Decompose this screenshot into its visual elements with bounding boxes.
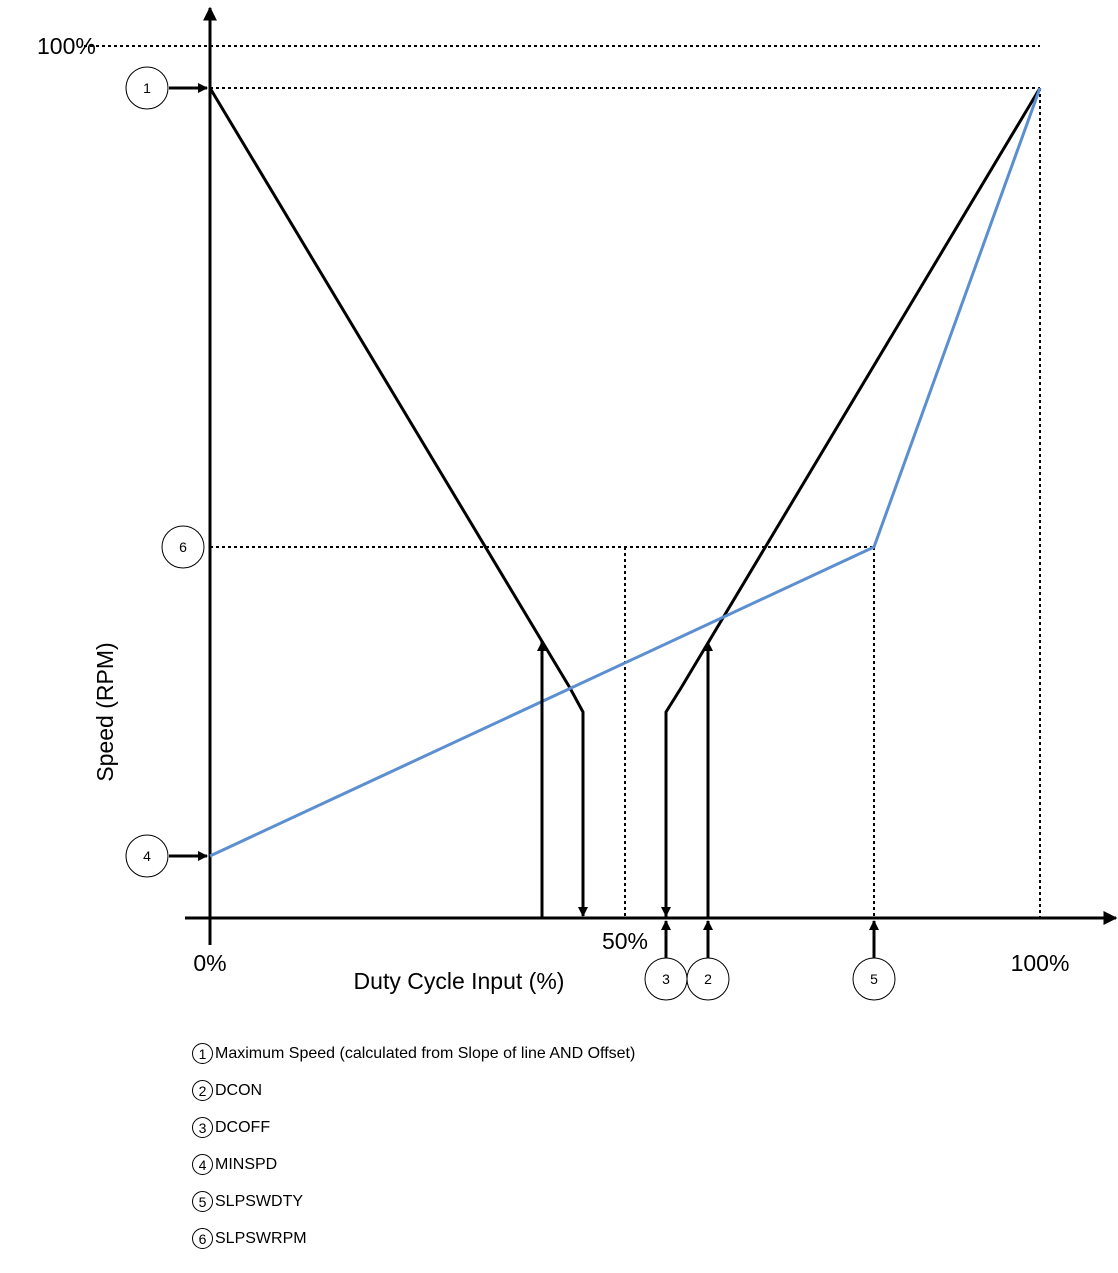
svg-text:6: 6	[179, 539, 187, 555]
x-tick-full: 100%	[1011, 950, 1070, 976]
legend-number: 4	[192, 1154, 213, 1175]
legend: 1 Maximum Speed (calculated from Slope o…	[192, 1035, 635, 1257]
marker-4: 4	[125, 834, 169, 878]
x-axis-label: Duty Cycle Input (%)	[354, 968, 565, 994]
legend-number: 1	[192, 1043, 213, 1064]
y-axis-label: Speed (RPM)	[92, 642, 118, 781]
x-tick-half: 50%	[602, 928, 648, 954]
x-tick-zero: 0%	[193, 950, 226, 976]
y-top-label: 100%	[37, 33, 96, 59]
legend-text: DCON	[215, 1081, 263, 1099]
legend-text: MINSPD	[215, 1155, 278, 1173]
marker-3: 3	[644, 957, 688, 1001]
legend-text: Maximum Speed (calculated from Slope of …	[215, 1044, 636, 1062]
marker-2: 2	[686, 957, 730, 1001]
marker-5: 5	[852, 957, 896, 1001]
legend-number: 3	[192, 1117, 213, 1138]
legend-item: 6 SLPSWRPM	[192, 1220, 635, 1257]
legend-number: 2	[192, 1080, 213, 1101]
svg-text:3: 3	[662, 971, 670, 987]
legend-item: 1 Maximum Speed (calculated from Slope o…	[192, 1035, 635, 1072]
legend-item: 4 MINSPD	[192, 1146, 635, 1183]
svg-text:1: 1	[143, 80, 151, 96]
marker-1: 1	[125, 66, 169, 110]
svg-text:2: 2	[704, 971, 712, 987]
legend-text: DCOFF	[215, 1118, 271, 1136]
legend-number: 6	[192, 1228, 213, 1249]
legend-item: 3 DCOFF	[192, 1109, 635, 1146]
legend-item: 2 DCON	[192, 1072, 635, 1109]
svg-text:5: 5	[870, 971, 878, 987]
speed-increasing-curve	[664, 87, 1042, 918]
svg-text:4: 4	[143, 848, 151, 864]
marker-6: 6	[161, 525, 205, 569]
speed-duty-cycle-diagram: 1 6 4 3 2 5 100% Speed (RPM) 0% 50% 100%…	[37, 6, 1118, 1001]
legend-text: SLPSWRPM	[215, 1229, 307, 1247]
sleep-switch-curve	[209, 87, 1042, 858]
legend-item: 5 SLPSWDTY	[192, 1183, 635, 1220]
speed-decreasing-curve	[208, 87, 585, 915]
legend-number: 5	[192, 1191, 213, 1212]
legend-text: SLPSWDTY	[215, 1192, 304, 1210]
